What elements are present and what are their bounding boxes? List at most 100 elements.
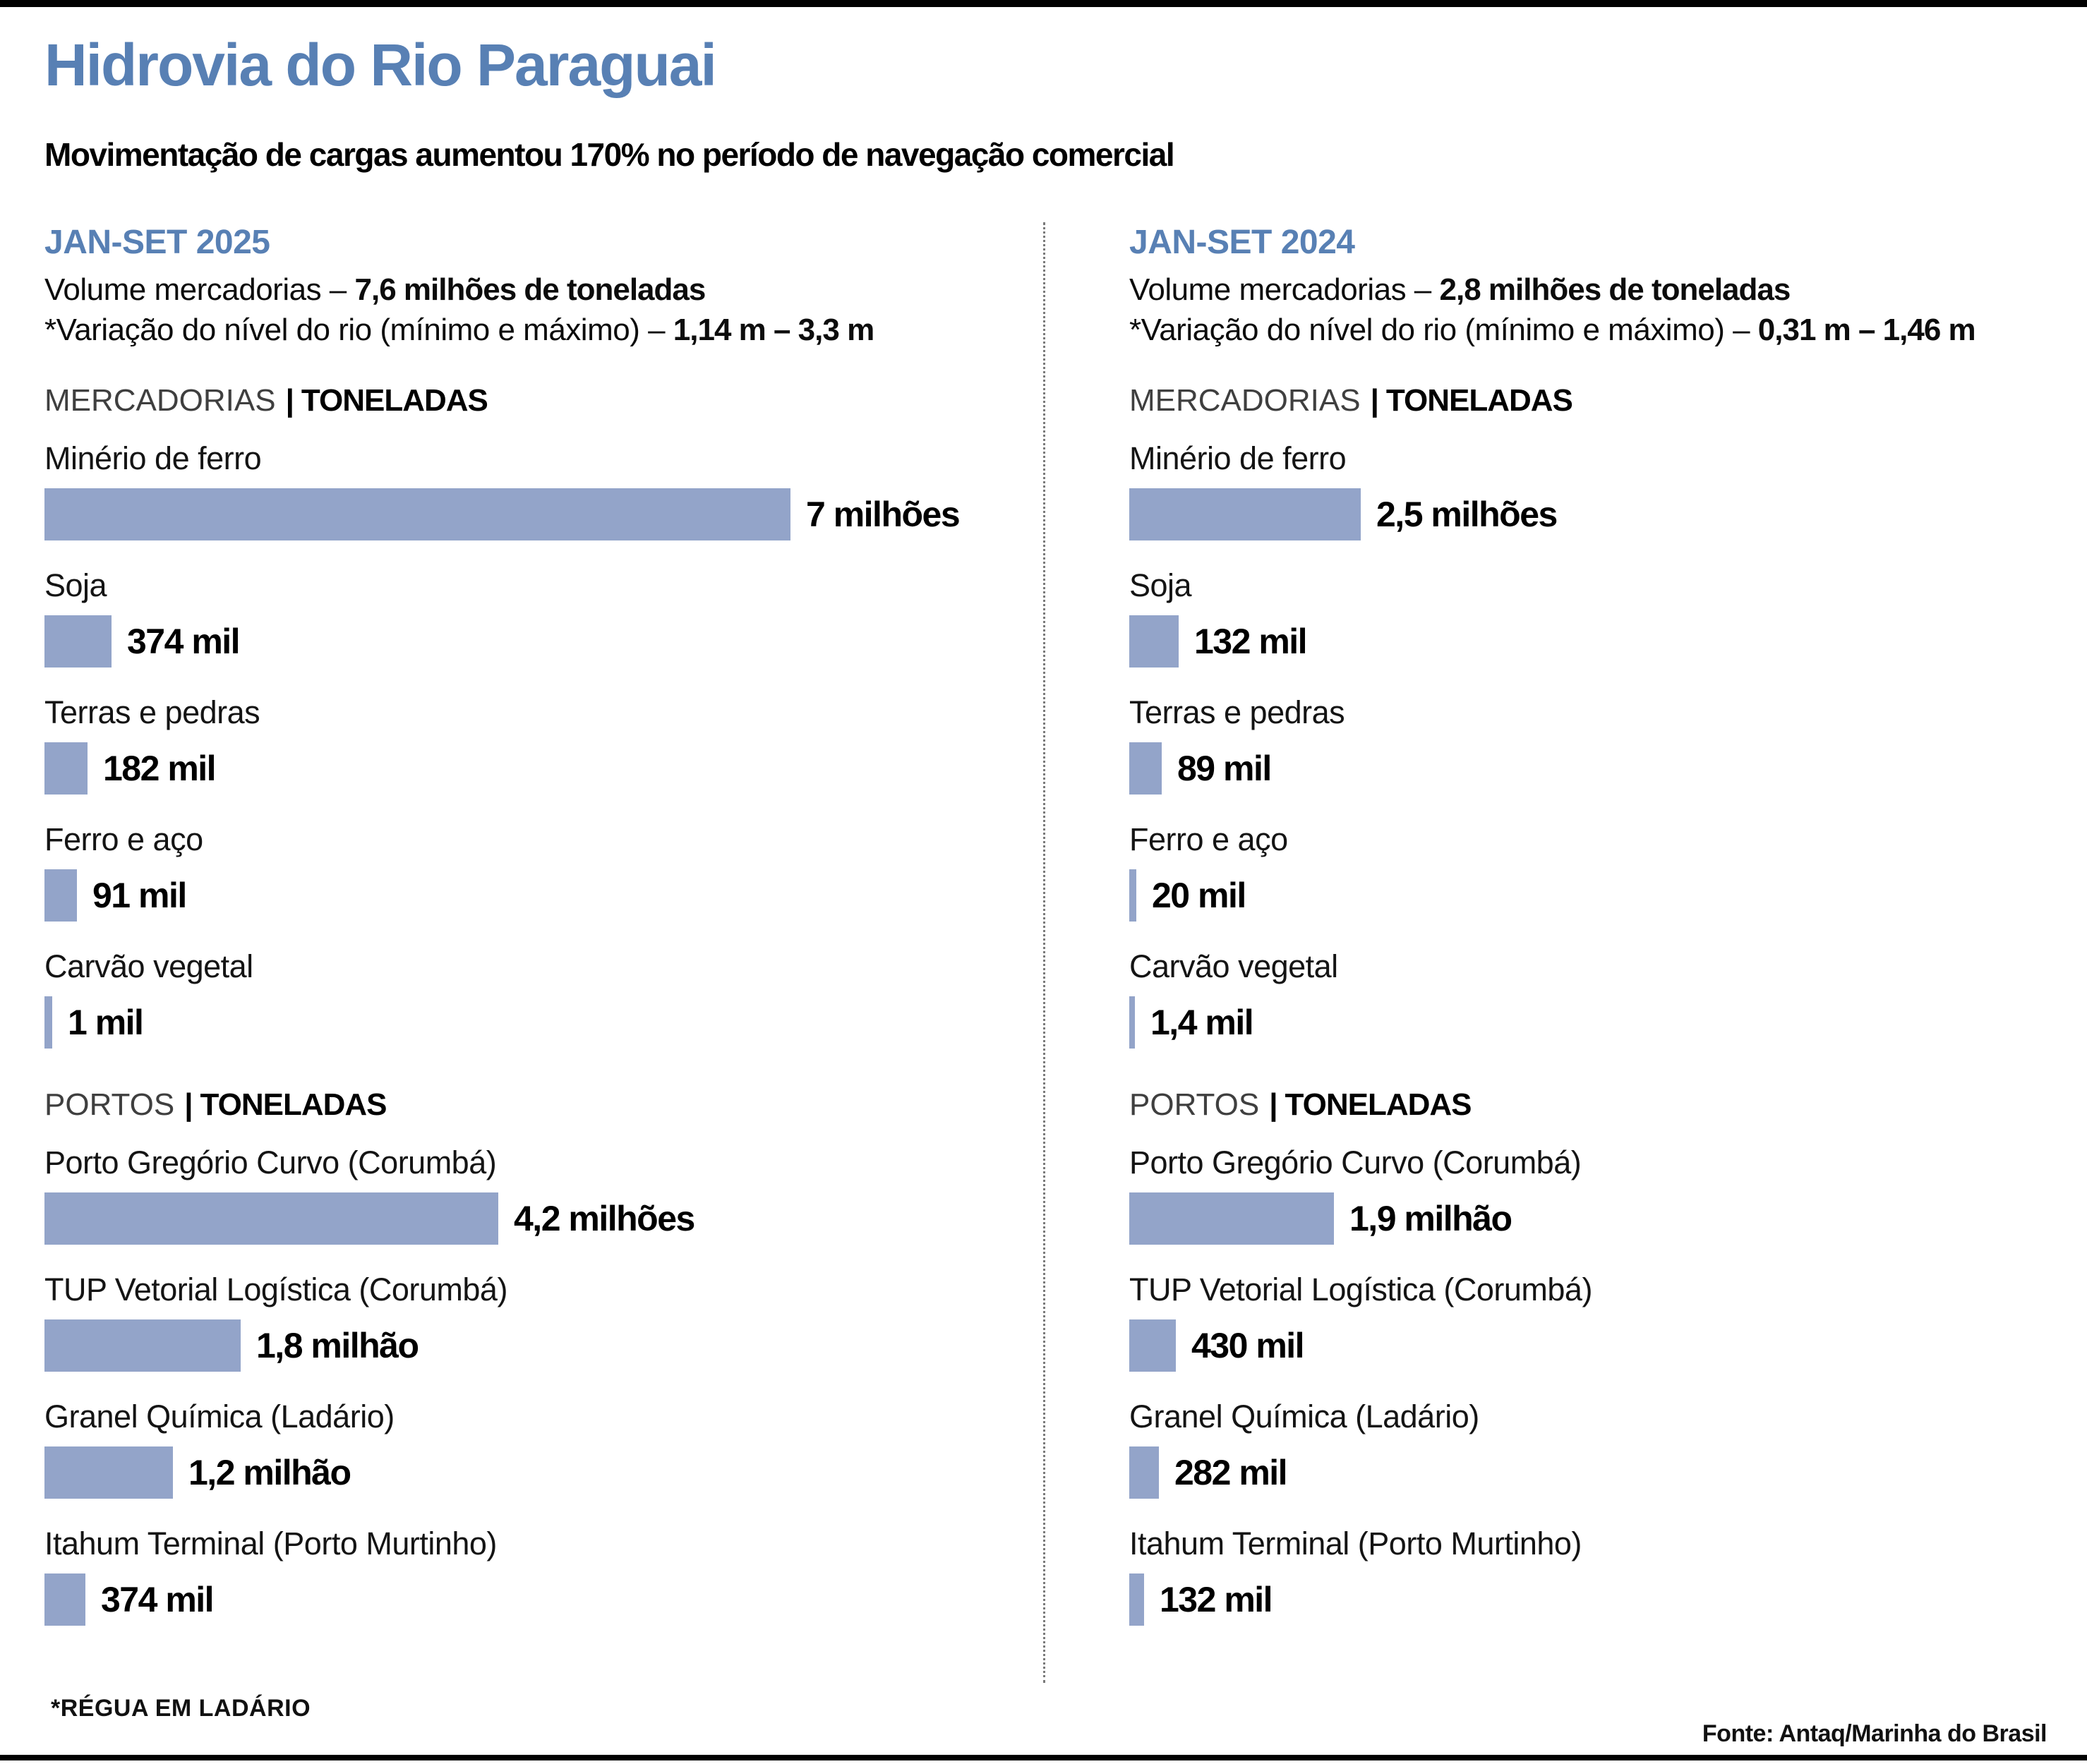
river-value: 1,14 m – 3,3 m — [673, 313, 874, 347]
chart-row: TUP Vetorial Logística (Corumbá) 1,8 milh… — [44, 1271, 1033, 1372]
bar-value: 4,2 milhões — [514, 1199, 695, 1238]
bar — [44, 742, 88, 795]
section-header-left: PORTOS — [44, 1087, 175, 1122]
bar — [44, 1192, 498, 1245]
volume-prefix: Volume mercadorias – — [44, 272, 355, 307]
item-label: Terras e pedras — [1129, 694, 1345, 730]
bar — [44, 615, 112, 667]
column-divider — [1043, 222, 1045, 1683]
section-header-left: MERCADORIAS — [1129, 383, 1361, 418]
chart-row: Terras e pedras 182 mil — [44, 694, 1033, 795]
section-header-left: PORTOS — [1129, 1087, 1260, 1122]
chart-row: Granel Química (Ladário) 1,2 milhão — [44, 1398, 1033, 1499]
bar — [44, 1446, 173, 1499]
bar — [44, 996, 52, 1049]
bar — [1129, 1192, 1334, 1245]
chart-row: Soja 132 mil — [1129, 567, 2087, 667]
column-jan-set-2024: JAN-SET 2024 Volume mercadorias – 2,8 mi… — [1129, 224, 2087, 1653]
section-header: PORTOS | TONELADAS — [1129, 1088, 2087, 1122]
chart-row: Ferro e aço 20 mil — [1129, 821, 2087, 922]
section-header: PORTOS | TONELADAS — [44, 1088, 1033, 1122]
chart-row: Carvão vegetal 1,4 mil — [1129, 948, 2087, 1049]
bar-row: 7 milhões — [44, 488, 1033, 540]
bar-value: 182 mil — [103, 749, 217, 788]
chart-section: MERCADORIAS | TONELADAS Minério de ferro 2,5… — [1129, 384, 2087, 1049]
section-header-right: TONELADAS — [301, 383, 488, 418]
pipe-separator: | — [285, 383, 294, 418]
column-jan-set-2025: JAN-SET 2025 Volume mercadorias – 7,6 mi… — [44, 224, 1033, 1653]
source-credit: Fonte: Antaq/Marinha do Brasil — [1702, 1720, 2047, 1747]
top-rule — [0, 0, 2087, 7]
section-header-left: MERCADORIAS — [44, 383, 276, 418]
bar-value: 1,9 milhão — [1349, 1199, 1512, 1238]
bar — [44, 1573, 85, 1626]
bar-value: 1,8 milhão — [256, 1326, 419, 1365]
item-label: Ferro e aço — [44, 821, 203, 857]
river-value: 0,31 m – 1,46 m — [1757, 313, 1976, 347]
item-label: Itahum Terminal (Porto Murtinho) — [44, 1526, 497, 1561]
volume-value: 2,8 milhões de toneladas — [1439, 272, 1791, 307]
chart-section: PORTOS | TONELADAS Porto Gregório Curvo (Co… — [1129, 1088, 2087, 1626]
section-header-right: TONELADAS — [1285, 1087, 1472, 1122]
bar-value: 20 mil — [1152, 876, 1246, 915]
chart-row: Carvão vegetal 1 mil — [44, 948, 1033, 1049]
chart-row: Itahum Terminal (Porto Murtinho) 132 mil — [1129, 1526, 2087, 1626]
chart-section: PORTOS | TONELADAS Porto Gregório Curvo (Co… — [44, 1088, 1033, 1626]
item-label: Ferro e aço — [1129, 821, 1288, 857]
volume-value: 7,6 milhões de toneladas — [354, 272, 706, 307]
bar-value: 282 mil — [1174, 1453, 1288, 1492]
page-subtitle: Movimentação de cargas aumentou 170% no … — [44, 136, 1175, 173]
river-variation-line: *Variação do nível do rio (mínimo e máxi… — [1129, 310, 2087, 350]
river-prefix: *Variação do nível do rio (mínimo e máxi… — [44, 313, 673, 347]
footnote: *RÉGUA EM LADÁRIO — [51, 1695, 311, 1722]
bar-row: 132 mil — [1129, 1573, 2087, 1626]
bar-row: 1,4 mil — [1129, 996, 2087, 1049]
bar — [1129, 996, 1135, 1049]
item-label: Terras e pedras — [44, 694, 260, 730]
bar-row: 1,9 milhão — [1129, 1192, 2087, 1245]
item-label: Soja — [44, 567, 107, 603]
bar-value: 7 milhões — [806, 495, 961, 534]
chart-row: Granel Química (Ladário) 282 mil — [1129, 1398, 2087, 1499]
pipe-separator: | — [1269, 1087, 1278, 1122]
sections-container: MERCADORIAS | TONELADAS Minério de ferro 2,5… — [1129, 384, 2087, 1626]
bar-row: 182 mil — [44, 742, 1033, 795]
period-header: JAN-SET 2025 — [44, 224, 270, 261]
bar-value: 2,5 milhões — [1376, 495, 1558, 534]
bar-row: 1 mil — [44, 996, 1033, 1049]
bar-value: 132 mil — [1194, 622, 1308, 661]
period-header: JAN-SET 2024 — [1129, 224, 1355, 261]
bar-row: 1,2 milhão — [44, 1446, 1033, 1499]
item-label: TUP Vetorial Logística (Corumbá) — [1129, 1271, 1592, 1307]
bar — [44, 869, 77, 922]
bar-value: 1 mil — [68, 1003, 144, 1042]
item-label: Granel Química (Ladário) — [44, 1398, 395, 1434]
river-prefix: *Variação do nível do rio (mínimo e máxi… — [1129, 313, 1758, 347]
item-label: Minério de ferro — [1129, 440, 1347, 476]
item-label: Soja — [1129, 567, 1192, 603]
bar — [44, 1319, 241, 1372]
chart-row: Soja 374 mil — [44, 567, 1033, 667]
bar-row: 20 mil — [1129, 869, 2087, 922]
bar-row: 4,2 milhões — [44, 1192, 1033, 1245]
bar — [1129, 1319, 1176, 1372]
bar-row: 91 mil — [44, 869, 1033, 922]
volume-line: Volume mercadorias – 2,8 milhões de tone… — [1129, 270, 2087, 310]
volume-line: Volume mercadorias – 7,6 milhões de tone… — [44, 270, 1033, 310]
sections-container: MERCADORIAS | TONELADAS Minério de ferro 7 m… — [44, 384, 1033, 1626]
bar-row: 374 mil — [44, 615, 1033, 667]
bar-row: 430 mil — [1129, 1319, 2087, 1372]
chart-row: Porto Gregório Curvo (Corumbá) 4,2 milhõe… — [44, 1144, 1033, 1245]
chart-section: MERCADORIAS | TONELADAS Minério de ferro 7 m… — [44, 384, 1033, 1049]
bar-value: 374 mil — [127, 622, 241, 661]
chart-row: Terras e pedras 89 mil — [1129, 694, 2087, 795]
bar-row: 374 mil — [44, 1573, 1033, 1626]
bar-row: 132 mil — [1129, 615, 2087, 667]
item-label: Minério de ferro — [44, 440, 262, 476]
bar-value: 374 mil — [101, 1580, 215, 1619]
chart-row: TUP Vetorial Logística (Corumbá) 430 mil — [1129, 1271, 2087, 1372]
pipe-separator: | — [1370, 383, 1379, 418]
chart-row: Minério de ferro 2,5 milhões — [1129, 440, 2087, 540]
bar — [1129, 742, 1162, 795]
item-label: Itahum Terminal (Porto Murtinho) — [1129, 1526, 1582, 1561]
